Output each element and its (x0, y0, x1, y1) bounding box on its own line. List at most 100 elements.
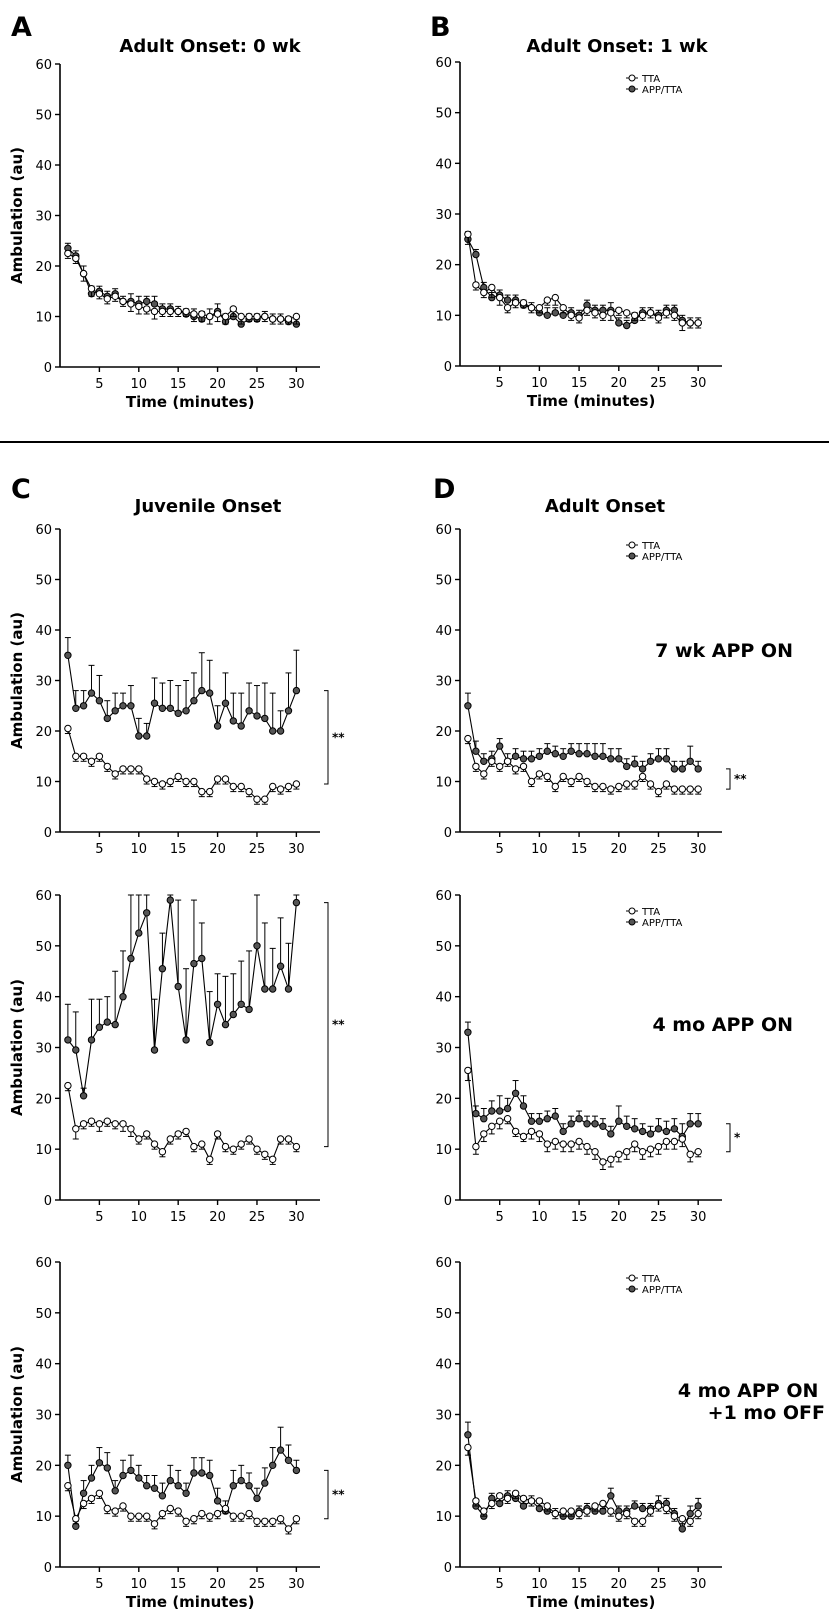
y-tick-label: 20 (35, 725, 52, 740)
tta-point (694, 1148, 702, 1156)
tta-point (284, 315, 293, 323)
app-tta-point (95, 1023, 104, 1031)
y-tick-label: 40 (435, 991, 452, 1006)
tta-point (292, 312, 301, 321)
tta-point (567, 311, 575, 319)
tta-point (229, 305, 238, 313)
app-tta-point (503, 296, 512, 304)
app-tta-point (646, 1130, 655, 1138)
y-tick-label: 40 (435, 1358, 452, 1373)
tta-point (95, 752, 104, 760)
y-tick-label: 50 (35, 940, 52, 955)
y-axis-title: Ambulation (au) (8, 612, 26, 749)
tta-point (276, 1135, 285, 1143)
legend-marker (628, 1274, 636, 1282)
y-tick-label: 20 (435, 1459, 452, 1474)
app-tta-point (615, 319, 623, 327)
x-tick-label: 5 (496, 1577, 504, 1592)
app-tta-point (599, 752, 607, 760)
app-tta-point (654, 755, 663, 763)
app-tta-point (496, 1107, 504, 1115)
app-tta-point (245, 707, 253, 715)
x-tick-label: 20 (611, 1210, 628, 1225)
app-tta-point (213, 1000, 222, 1008)
tta-point (150, 307, 159, 316)
tta-point (472, 1142, 480, 1151)
panel-letter-c: C (11, 474, 31, 505)
app-tta-point (166, 1476, 175, 1485)
tta-point (72, 1125, 80, 1133)
tta-point (245, 312, 253, 321)
app-tta-point (551, 1112, 559, 1120)
tta-point (496, 1117, 504, 1125)
tta-point (111, 1120, 119, 1128)
tta-point (575, 772, 583, 781)
legend-marker (628, 907, 636, 915)
y-tick-label: 60 (35, 889, 52, 904)
app-tta-point (150, 300, 159, 308)
y-tick-label: 60 (435, 889, 452, 904)
tta-point (488, 1499, 496, 1508)
tta-point (135, 302, 143, 311)
y-tick-label: 0 (444, 1194, 452, 1209)
app-tta-point (206, 1038, 214, 1047)
app-tta-point (464, 702, 472, 710)
app-tta-point (575, 1115, 583, 1123)
legend-label-tta: TTA (641, 541, 660, 552)
app-tta-point (638, 765, 647, 773)
app-tta-point (261, 1479, 269, 1487)
tta-point (221, 775, 230, 783)
tta-point (229, 1145, 238, 1153)
tta-point (670, 311, 679, 319)
legend-label-tta: TTA (641, 74, 660, 85)
app-tta-point (575, 750, 583, 758)
app-tta-point (206, 1471, 214, 1480)
tta-point (166, 777, 175, 786)
tta-point (292, 1515, 301, 1523)
app-tta-point (284, 985, 293, 993)
tta-point (237, 1140, 245, 1148)
tta-point (662, 780, 671, 788)
app-tta-point (198, 1469, 206, 1477)
app-tta-point (519, 1102, 528, 1110)
tta-point (135, 1512, 143, 1520)
tta-point (269, 782, 277, 791)
tta-point (615, 306, 623, 314)
x-tick-label: 25 (650, 376, 667, 391)
app-tta-point (472, 250, 480, 259)
condition-label-7wk: 7 wk APP ON (655, 640, 793, 662)
tta-point (182, 777, 190, 786)
app-tta-point (190, 1469, 198, 1477)
app-tta-point (599, 1122, 607, 1131)
app-tta-point (237, 722, 245, 730)
condition-line-1: 4 mo APP ON (678, 1380, 819, 1402)
tta-point (64, 724, 72, 733)
tta-point (237, 1512, 245, 1520)
tta-point (654, 1142, 663, 1151)
tta-point (511, 765, 520, 773)
app-tta-point (64, 1036, 72, 1044)
app-tta-point (261, 714, 269, 723)
app-tta-point (174, 982, 182, 991)
tta-point (111, 770, 119, 778)
tta-point (511, 1489, 520, 1498)
app-tta-point (158, 1492, 167, 1500)
tta-point (543, 772, 551, 781)
tta-point (670, 785, 679, 793)
app-tta-point (623, 321, 631, 330)
tta-point (638, 311, 647, 319)
y-tick-label: 0 (44, 1561, 52, 1576)
x-tick-label: 10 (531, 1210, 548, 1225)
app-tta-point (174, 1482, 182, 1490)
legend-label-app-tta: APP/TTA (642, 552, 683, 563)
tta-point (119, 765, 127, 773)
significance-marker: ** (734, 772, 747, 786)
x-tick-label: 10 (531, 842, 548, 857)
tta-point (583, 1142, 591, 1151)
x-tick-label: 5 (95, 1210, 103, 1225)
x-tick-label: 15 (571, 1577, 588, 1592)
app-tta-point (670, 765, 679, 773)
condition-line-2: +1 mo OFF (708, 1402, 825, 1424)
app-tta-point (686, 1509, 694, 1518)
